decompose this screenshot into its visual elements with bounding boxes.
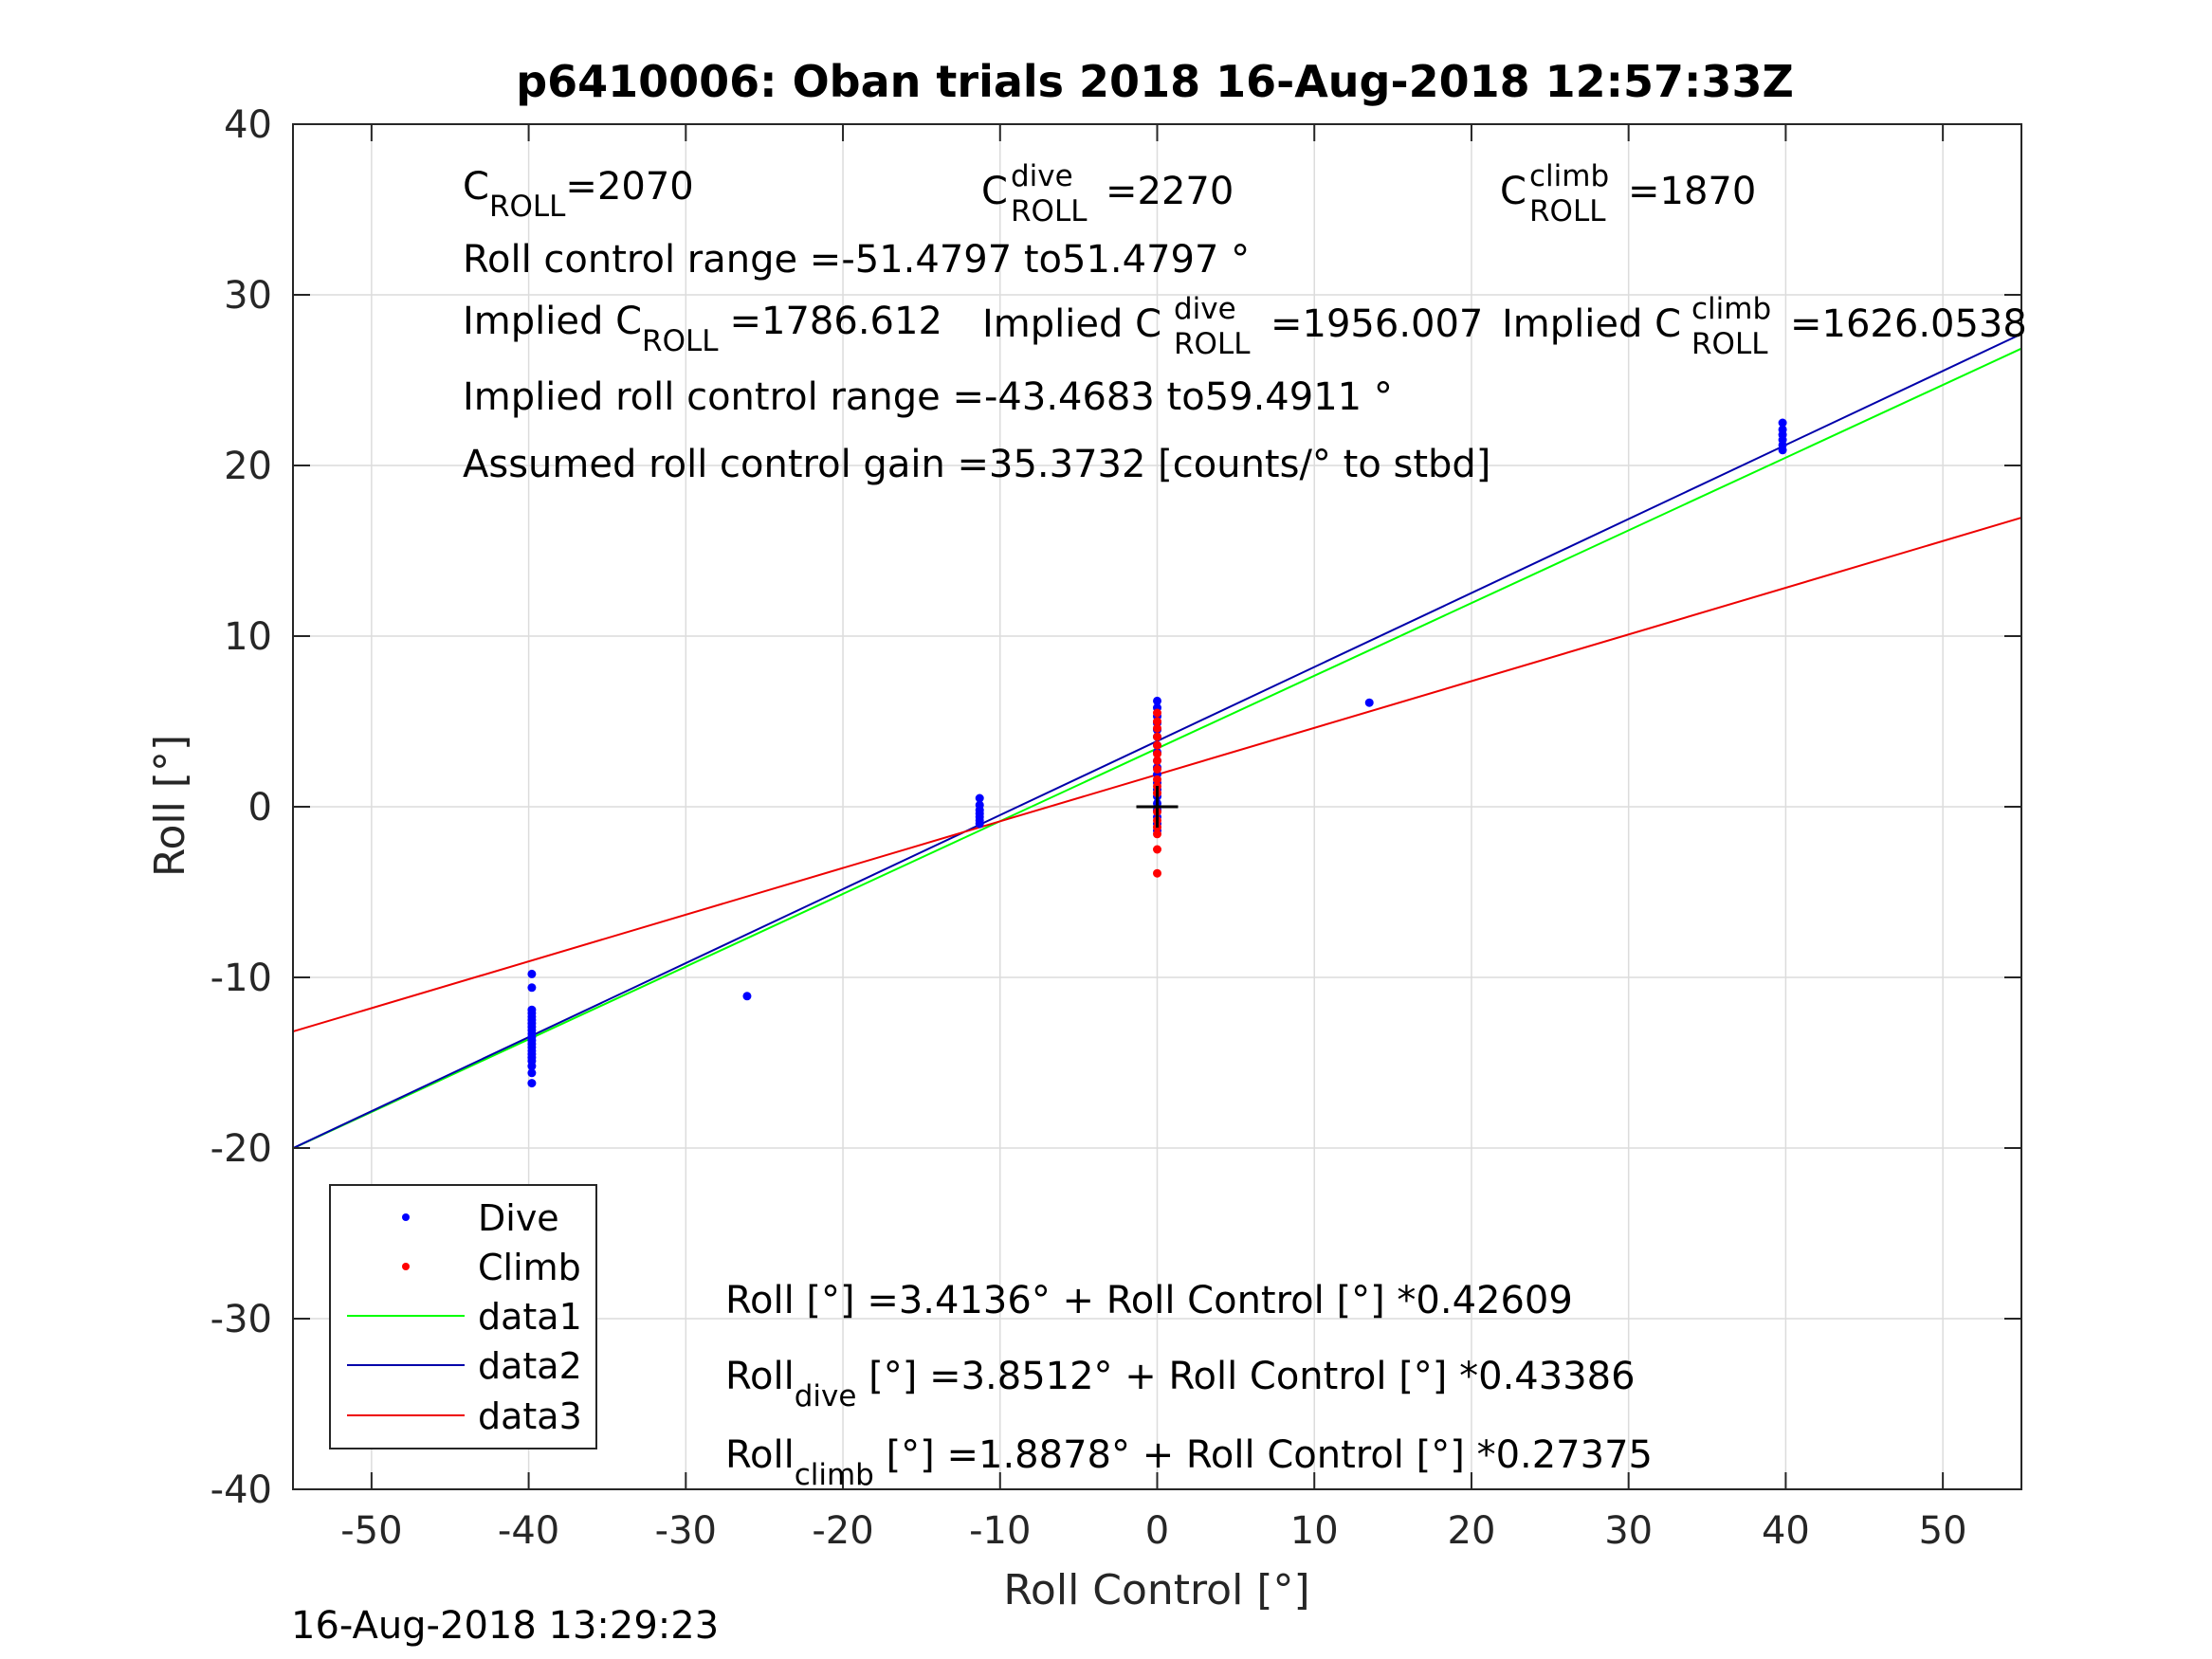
y-tick-label: -20 [210,1127,272,1171]
point-climb [1153,764,1161,774]
y-tick-label: 30 [224,274,272,318]
x-tick-label: -20 [812,1509,873,1553]
point-climb [1153,830,1161,839]
point-climb [1153,845,1161,854]
y-tick-label: -10 [210,957,272,1000]
y-tick-label: 20 [224,445,272,488]
point-dive [527,969,537,978]
svg-text:climb: climb [1691,292,1771,326]
chart-title: p6410006: Oban trials 2018 16-Aug-2018 1… [516,56,1794,107]
point-dive [975,793,984,803]
legend-label-climb: Climb [478,1247,581,1288]
point-climb [1153,717,1161,726]
svg-text:=2270: =2270 [1106,170,1234,213]
annotation-implied-c-roll-climb: Implied C climb ROLL =1626.0538 [1502,292,2027,361]
point-climb [1153,732,1161,741]
point-climb [1153,775,1161,784]
legend: Dive Climb data1 data2 data3 [329,1184,597,1449]
crosshair-marker [1136,786,1179,828]
annotation-c-roll: CROLL=2070 [463,165,694,224]
x-tick-label: 10 [1290,1509,1339,1553]
x-tick-label: 50 [1919,1509,1967,1553]
y-tick-label: 40 [224,103,272,147]
annotation-fit-climb: Rollclimb [°] =1.8878° + Roll Control [°… [725,1433,1653,1492]
x-tick-label: 30 [1604,1509,1653,1553]
x-tick-label: -30 [655,1509,717,1553]
annotation-fit-all: Roll [°] =3.4136° + Roll Control [°] *0.… [725,1279,1573,1322]
svg-text:=1626.0538: =1626.0538 [1790,302,2027,346]
annotation-implied-range: Implied roll control range =-43.4683 to5… [463,375,1393,419]
y-tick-label: -40 [210,1468,272,1512]
y-tick-label: 0 [248,786,272,830]
legend-marker-dive [402,1213,410,1221]
svg-text:Rolldive [°] =3.8512° + Roll C: Rolldive [°] =3.8512° + Roll Control [°]… [725,1355,1636,1413]
svg-text:climb: climb [1529,159,1609,193]
x-tick-label: -10 [969,1509,1031,1553]
legend-label-data3: data3 [478,1395,582,1437]
annotation-c-roll-climb: C climb ROLL =1870 [1500,159,1756,228]
x-tick-labels: -50 -40 -30 -20 -10 0 10 20 30 40 50 [340,1509,1966,1553]
legend-label-data2: data2 [478,1345,582,1387]
point-dive [527,1062,537,1071]
point-climb [1153,723,1161,733]
point-climb [1153,749,1161,758]
svg-text:dive: dive [1174,292,1236,326]
svg-text:dive: dive [1011,159,1073,193]
axis-ticks [293,123,2021,1490]
x-tick-label: -40 [498,1509,559,1553]
legend-label-dive: Dive [478,1197,559,1239]
point-climb [1153,708,1161,718]
point-climb [1153,740,1161,750]
svg-text:Rollclimb [°] =1.8878° + Roll: Rollclimb [°] =1.8878° + Roll Control [°… [725,1433,1653,1492]
point-dive [1153,696,1161,705]
y-axis-label: Roll [°] [146,735,194,877]
y-tick-label: 10 [224,615,272,659]
annotation-c-roll-dive: C dive ROLL =2270 [981,159,1234,228]
annotation-gain: Assumed roll control gain =35.3732 [coun… [463,443,1490,486]
x-tick-label: -50 [340,1509,402,1553]
point-dive [527,1068,537,1078]
point-dive [742,992,752,1001]
svg-text:CROLL=2070: CROLL=2070 [463,165,694,224]
point-climb [1153,756,1161,765]
svg-text:Implied C: Implied C [982,302,1161,346]
point-dive [1778,446,1787,455]
svg-text:=1956.007: =1956.007 [1271,302,1483,346]
svg-text:C: C [1500,170,1526,213]
svg-text:=1870: =1870 [1628,170,1756,213]
point-climb [1153,868,1161,878]
annotation-fit-dive: Rolldive [°] =3.8512° + Roll Control [°]… [725,1355,1636,1413]
point-dive [975,819,984,829]
y-tick-labels: -40 -30 -20 -10 0 10 20 30 40 [210,103,272,1512]
point-dive [527,1079,537,1088]
x-tick-label: 40 [1762,1509,1810,1553]
point-dive [527,983,537,993]
annotation-implied-c-roll: Implied CROLL =1786.612 [463,300,942,358]
svg-text:Implied C: Implied C [1502,302,1681,346]
svg-text:ROLL: ROLL [1691,327,1768,361]
svg-text:ROLL: ROLL [1529,194,1606,228]
x-tick-label: 0 [1145,1509,1169,1553]
annotation-roll-range: Roll control range =-51.4797 to51.4797 ° [463,238,1250,282]
legend-label-data1: data1 [478,1296,582,1338]
svg-text:ROLL: ROLL [1174,327,1251,361]
x-tick-label: 20 [1448,1509,1496,1553]
x-axis-label: Roll Control [°] [1003,1566,1309,1614]
point-dive [1778,418,1787,428]
svg-text:C: C [981,170,1008,213]
y-tick-label: -30 [210,1298,272,1341]
legend-marker-climb [402,1263,410,1270]
svg-text:Implied CROLL=1786.612: Implied CROLL =1786.612 [463,300,942,358]
timestamp: 16-Aug-2018 13:29:23 [291,1604,719,1648]
svg-text:ROLL: ROLL [1011,194,1088,228]
annotation-implied-c-roll-dive: Implied C dive ROLL =1956.007 [982,292,1483,361]
point-dive [1364,698,1374,707]
